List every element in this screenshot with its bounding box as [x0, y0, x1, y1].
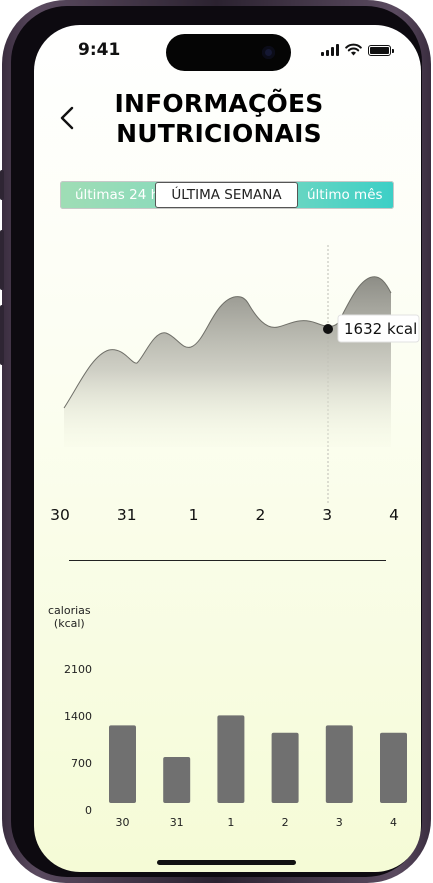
- unit-label-line-2: (kcal): [53, 617, 85, 630]
- area-x-axis-labels: 30 31 1 2 3 4: [50, 506, 399, 524]
- status-time: 9:41: [78, 40, 121, 60]
- bar-x-label: 3: [336, 816, 343, 829]
- highlight-point[interactable]: [323, 324, 333, 334]
- bar[interactable]: [380, 732, 407, 803]
- volume-down-button: [0, 305, 4, 365]
- bar-x-label: 4: [390, 816, 397, 829]
- wifi-icon: [345, 43, 362, 56]
- area-x-label: 4: [389, 506, 399, 524]
- bar[interactable]: [217, 715, 245, 803]
- charts-canvas: 1632 kcal 30 31 1 2 3 4 0 700 1400 2100 30 31 1 2 3 4: [50, 245, 420, 829]
- bar[interactable]: [271, 732, 299, 803]
- page-title-line-1: INFORMAÇÕES: [114, 89, 324, 118]
- area-x-label: 1: [189, 506, 199, 524]
- bars: [109, 715, 407, 803]
- bar-y-tick-label: 2100: [64, 663, 92, 676]
- area-x-label: 30: [50, 506, 70, 524]
- cellular-signal-icon: [321, 43, 339, 56]
- tooltip: 1632 kcal: [337, 314, 420, 343]
- tooltip-value: 1632 kcal: [344, 320, 417, 338]
- bar-y-axis-labels: 0 700 1400 2100: [64, 663, 92, 817]
- status-icons: [321, 43, 394, 56]
- bar-chart-unit-label: calorias (kcal): [48, 604, 91, 630]
- page-title: INFORMAÇÕES NUTRICIONAIS: [94, 89, 344, 149]
- area-x-label: 31: [117, 506, 137, 524]
- battery-icon: [368, 45, 394, 56]
- bar-x-axis-labels: 30 31 1 2 3 4: [116, 816, 398, 829]
- bar-x-label: 1: [227, 816, 234, 829]
- tab-last-24h[interactable]: últimas 24 h: [75, 187, 160, 203]
- bar-x-label: 2: [282, 816, 289, 829]
- bar-x-label: 31: [170, 816, 184, 829]
- screen: 9:41 INFORMAÇÕES NUTRICION: [34, 25, 421, 872]
- back-arrow-icon[interactable]: [56, 105, 82, 131]
- action-button: [0, 170, 4, 200]
- tab-last-week[interactable]: ÚLTIMA SEMANA: [155, 182, 298, 208]
- bar-y-tick-label: 1400: [64, 710, 92, 723]
- bezel: 9:41 INFORMAÇÕES NUTRICION: [11, 6, 422, 877]
- bar-y-tick-label: 700: [71, 757, 92, 770]
- bar-x-label: 30: [116, 816, 130, 829]
- page-title-line-2: NUTRICIONAIS: [116, 119, 322, 148]
- area-fill: [64, 276, 391, 447]
- area-x-label: 2: [255, 506, 265, 524]
- unit-label-line-1: calorias: [48, 604, 91, 617]
- tab-last-month[interactable]: último mês: [307, 187, 383, 203]
- bar-y-tick-label: 0: [85, 804, 92, 817]
- camera-icon: [262, 46, 275, 59]
- bar[interactable]: [109, 725, 136, 803]
- home-indicator[interactable]: [157, 860, 296, 865]
- area-chart: 1632 kcal 30 31 1 2 3 4: [50, 245, 420, 524]
- bar-chart: 0 700 1400 2100 30 31 1 2 3 4: [64, 663, 407, 829]
- dynamic-island: [166, 34, 291, 71]
- volume-up-button: [0, 230, 4, 290]
- divider: [69, 560, 386, 561]
- area-x-label: 3: [322, 506, 332, 524]
- bar[interactable]: [163, 756, 191, 803]
- bar[interactable]: [325, 725, 353, 803]
- period-selector: últimas 24 h ÚLTIMA SEMANA último mês: [60, 181, 394, 209]
